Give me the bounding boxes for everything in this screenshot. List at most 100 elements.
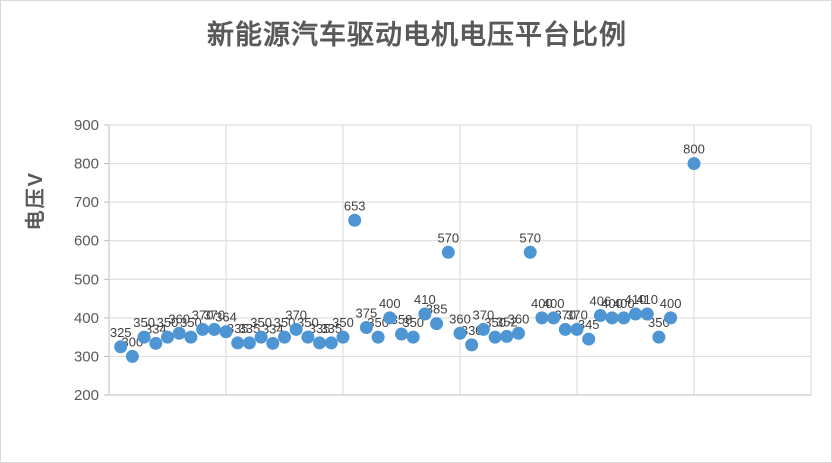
y-tick-label: 800 <box>74 156 99 173</box>
data-point[interactable] <box>488 330 502 344</box>
data-point[interactable] <box>652 330 666 344</box>
y-tick-label: 200 <box>74 387 99 404</box>
data-point-label: 400 <box>379 296 401 311</box>
data-point-label: 350 <box>157 315 179 330</box>
data-point[interactable] <box>558 322 572 336</box>
data-point-label: 370 <box>203 307 225 322</box>
y-tick-label: 700 <box>74 194 99 211</box>
data-point-label: 370 <box>285 307 307 322</box>
data-point[interactable] <box>207 322 221 336</box>
data-point[interactable] <box>266 336 280 350</box>
data-point-label: 350 <box>250 315 272 330</box>
data-point[interactable] <box>278 330 291 344</box>
data-point[interactable] <box>570 322 584 336</box>
data-point-label: 370 <box>473 307 495 322</box>
data-point-label: 370 <box>192 307 214 322</box>
data-point[interactable] <box>664 311 678 325</box>
data-point[interactable] <box>242 336 256 350</box>
data-point-label: 350 <box>133 315 155 330</box>
data-point-label: 400 <box>601 296 623 311</box>
data-point-label: 352 <box>496 314 518 329</box>
data-point-label: 350 <box>402 315 424 330</box>
data-point[interactable] <box>430 317 444 331</box>
data-point-label: 370 <box>566 307 588 322</box>
data-point-label: 360 <box>449 311 471 326</box>
data-point-label: 410 <box>625 292 647 307</box>
data-point[interactable] <box>114 340 128 354</box>
data-point[interactable] <box>465 338 479 352</box>
data-point-label: 334 <box>262 321 284 336</box>
data-point[interactable] <box>605 311 619 325</box>
data-point-label: 410 <box>636 292 658 307</box>
data-point-label: 400 <box>613 296 635 311</box>
y-tick-label: 500 <box>74 271 99 288</box>
y-tick-label: 400 <box>74 310 99 327</box>
data-point-label: 350 <box>297 315 319 330</box>
data-point-label: 400 <box>543 296 565 311</box>
data-point-label: 350 <box>180 315 202 330</box>
data-point[interactable] <box>453 326 467 340</box>
data-point[interactable] <box>371 330 385 344</box>
y-tick-label: 300 <box>74 348 99 365</box>
data-point[interactable] <box>231 336 245 350</box>
data-point-label: 406 <box>590 294 612 309</box>
data-point-label: 400 <box>660 296 682 311</box>
data-point[interactable] <box>640 307 654 321</box>
data-point-label: 334 <box>145 321 167 336</box>
data-point[interactable] <box>582 332 596 346</box>
data-point[interactable] <box>523 245 537 259</box>
data-point-label: 335 <box>320 321 342 336</box>
data-point-label: 800 <box>683 142 705 157</box>
data-point-label: 350 <box>484 315 506 330</box>
data-point[interactable] <box>359 321 373 334</box>
data-point-label: 358 <box>391 312 413 327</box>
y-tick-label: 600 <box>74 233 99 250</box>
data-point-label: 335 <box>309 321 331 336</box>
data-point-label: 410 <box>414 292 436 307</box>
data-point[interactable] <box>418 307 432 321</box>
data-point[interactable] <box>512 326 525 340</box>
data-point[interactable] <box>161 330 174 344</box>
data-point-label: 364 <box>215 310 237 325</box>
data-point-label: 350 <box>332 315 354 330</box>
data-point[interactable] <box>172 326 186 340</box>
data-point[interactable] <box>289 322 303 336</box>
data-point[interactable] <box>383 311 397 325</box>
data-point[interactable] <box>336 330 350 344</box>
data-point-label: 325 <box>110 325 132 340</box>
data-point-label: 400 <box>531 296 553 311</box>
data-point-label: 570 <box>519 230 541 245</box>
data-point[interactable] <box>629 307 642 321</box>
data-point-label: 335 <box>239 321 261 336</box>
data-point[interactable] <box>125 349 139 363</box>
data-point[interactable] <box>313 336 327 350</box>
data-point[interactable] <box>441 245 455 259</box>
data-point[interactable] <box>348 213 362 227</box>
data-point[interactable] <box>395 327 408 341</box>
data-point[interactable] <box>137 330 151 344</box>
data-point[interactable] <box>149 336 163 350</box>
data-point[interactable] <box>184 330 198 344</box>
data-point[interactable] <box>254 330 268 344</box>
data-point-label: 360 <box>168 311 190 326</box>
data-point-label: 570 <box>437 230 459 245</box>
data-point-label: 350 <box>274 315 296 330</box>
data-point-label: 653 <box>344 198 366 213</box>
data-point[interactable] <box>301 330 315 344</box>
chart-title: 新能源汽车驱动电机电压平台比例 <box>207 20 627 50</box>
data-point[interactable] <box>593 309 607 323</box>
data-point-label: 375 <box>356 306 378 321</box>
data-point[interactable] <box>687 157 701 171</box>
data-point[interactable] <box>535 311 549 325</box>
data-point[interactable] <box>219 325 233 339</box>
data-point[interactable] <box>617 311 631 325</box>
data-point[interactable] <box>406 330 420 344</box>
data-point[interactable] <box>476 322 490 336</box>
data-point-label: 360 <box>508 311 530 326</box>
data-point[interactable] <box>324 336 338 350</box>
data-point[interactable] <box>500 329 514 343</box>
data-point[interactable] <box>547 311 561 325</box>
data-point[interactable] <box>196 322 210 336</box>
